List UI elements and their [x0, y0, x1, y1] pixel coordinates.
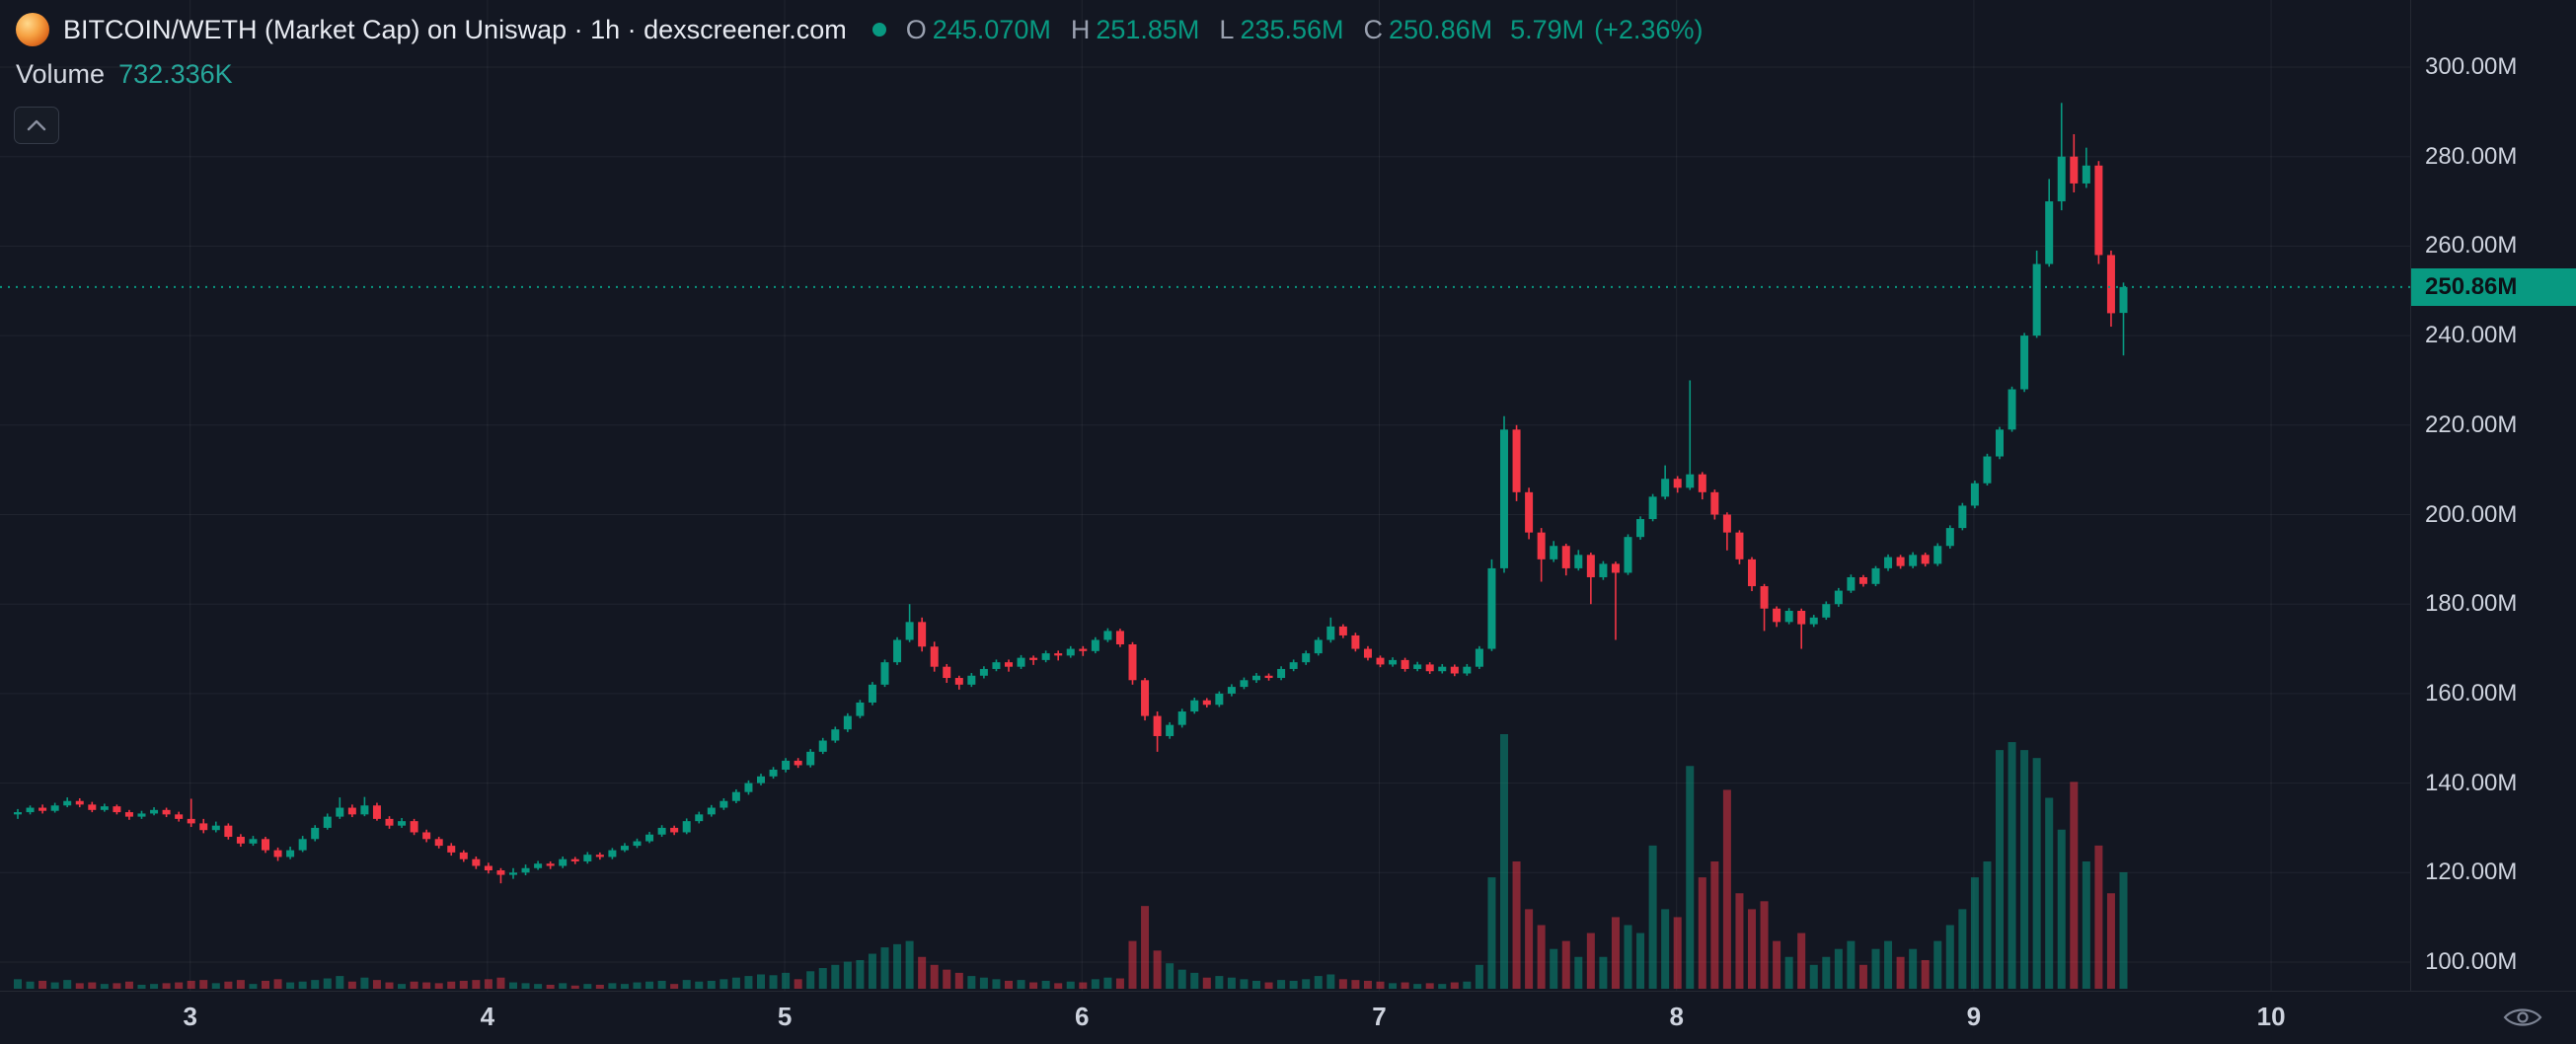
time-tick-label: 10 [2256, 1002, 2286, 1031]
high-label: H [1070, 15, 1091, 44]
price-tick-label: 220.00M [2425, 410, 2518, 438]
status-dot-icon [871, 23, 886, 37]
price-tick-label: 300.00M [2425, 53, 2518, 80]
time-tick-label: 8 [1669, 1002, 1684, 1031]
volume-label: Volume [16, 59, 106, 89]
current-price-badge: 250.86M [2411, 267, 2576, 306]
chart-title[interactable]: BITCOIN/WETH (Market Cap) on Uniswap · 1… [63, 15, 847, 44]
time-axis[interactable]: 3 4 5 6 7 8 9 10 [0, 992, 2576, 1044]
close-value: 250.86M [1389, 15, 1493, 44]
time-axis-separator [0, 991, 2576, 992]
time-tick-label: 6 [1075, 1002, 1090, 1031]
price-tick-label: 200.00M [2425, 500, 2518, 528]
change-readout: 5.79M (+2.36%) [1510, 12, 1703, 47]
price-axis[interactable]: 300.00M 280.00M 260.00M 240.00M 220.00M 200.0… [2411, 0, 2576, 991]
token-logo-icon [16, 13, 49, 46]
time-tick-label: 5 [777, 1002, 793, 1031]
high-readout: H 251.85M [1071, 12, 1200, 47]
time-tick-label: 4 [480, 1002, 495, 1031]
high-value: 251.85M [1096, 15, 1200, 44]
eye-icon[interactable] [2501, 1003, 2544, 1032]
price-tick-label: 280.00M [2425, 142, 2518, 170]
time-tick-label: 9 [1966, 1002, 1982, 1031]
time-tick-label: 3 [183, 1002, 197, 1031]
low-label: L [1219, 15, 1235, 44]
chart-legend: BITCOIN/WETH (Market Cap) on Uniswap · 1… [16, 12, 1703, 90]
price-tick-label: 140.00M [2425, 769, 2518, 796]
close-readout: C 250.86M [1364, 12, 1493, 47]
open-value: 245.070M [932, 15, 1051, 44]
price-tick-label: 240.00M [2425, 322, 2518, 349]
legend-collapse-button[interactable] [14, 107, 59, 144]
low-value: 235.56M [1240, 15, 1344, 44]
low-readout: L 235.56M [1219, 12, 1343, 47]
change-percent: (+2.36%) [1594, 15, 1704, 44]
time-tick-label: 7 [1372, 1002, 1387, 1031]
chevron-up-icon [27, 119, 46, 131]
close-label: C [1363, 15, 1384, 44]
volume-value: 732.336K [118, 59, 233, 89]
price-tick-label: 260.00M [2425, 232, 2518, 260]
price-tick-label: 120.00M [2425, 858, 2518, 886]
legend-volume-row: Volume 732.336K [16, 59, 1703, 90]
eye-icon-glyph [2503, 1008, 2542, 1026]
price-tick-label: 160.00M [2425, 679, 2518, 707]
open-label: O [905, 15, 927, 44]
price-axis-separator [2410, 0, 2411, 991]
change-absolute: 5.79M [1510, 15, 1585, 44]
open-readout: O 245.070M [906, 12, 1051, 47]
ohlc-readout: O 245.070M H 251.85M L 235.56M C 250.86M [906, 12, 1492, 47]
legend-title-row: BITCOIN/WETH (Market Cap) on Uniswap · 1… [16, 12, 1703, 47]
price-tick-label: 100.00M [2425, 948, 2518, 975]
price-tick-label: 180.00M [2425, 590, 2518, 618]
